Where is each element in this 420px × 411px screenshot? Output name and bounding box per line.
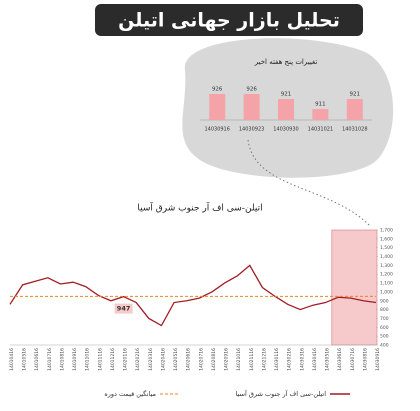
y-tick-label: 1,300: [380, 263, 393, 269]
page-title: تحلیل بازار جهانی اتیلن: [118, 10, 340, 32]
x-tick-label: 14010616: [34, 348, 40, 371]
x-tick-label: 14011016: [85, 348, 91, 371]
bar-chart-title: تغییرات پنج هفته اخیر: [254, 58, 318, 66]
x-tick-label: 14010716: [47, 348, 53, 371]
bar: [209, 94, 226, 120]
y-tick-label: 1,100: [380, 281, 393, 287]
y-tick-label: 700: [380, 316, 389, 322]
x-tick-label: 14030516: [325, 348, 331, 371]
x-tick-label: 14031028: [342, 127, 367, 133]
x-tick-label: 14021216: [261, 348, 267, 371]
x-tick-label: 14010416: [9, 348, 15, 371]
bar-value-label: 926: [246, 87, 257, 93]
x-tick-label: 14030316: [299, 348, 305, 371]
y-tick-label: 1,700: [380, 228, 393, 234]
x-tick-label: 14030816: [362, 348, 368, 371]
highlight-region: [331, 229, 378, 346]
y-tick-label: 1,400: [380, 254, 393, 260]
line-chart-title: اتیلن-سی اف آر جنوب شرق آسیا: [137, 202, 262, 214]
bar: [278, 99, 294, 120]
y-tick-label: 900: [380, 298, 389, 304]
x-tick-label: 14030916: [204, 127, 229, 133]
x-tick-label: 14010516: [22, 348, 28, 371]
x-tick-label: 14020316: [148, 348, 154, 371]
bar: [312, 109, 329, 120]
x-tick-label: 14021016: [236, 348, 242, 371]
legend-label: اتیلن-سی اف آر جنوب شرق آسیا: [236, 389, 327, 398]
x-tick-label: 14031021: [308, 127, 333, 133]
annotation-label: 947: [117, 305, 131, 313]
annotation-box: [114, 303, 133, 314]
x-tick-label: 14020816: [211, 348, 217, 371]
x-tick-label: 14030116: [274, 348, 280, 371]
x-tick-label: 14020216: [135, 348, 141, 371]
x-tick-label: 14030923: [239, 127, 264, 133]
x-tick-label: 14030716: [350, 348, 356, 371]
x-tick-label: 14030416: [312, 348, 318, 371]
x-tick-label: 14020116: [123, 348, 129, 371]
connector: [247, 139, 371, 227]
y-tick-label: 500: [380, 334, 389, 340]
bar-value-label: 921: [350, 92, 361, 98]
y-tick-label: 1,500: [380, 245, 393, 251]
x-tick-label: 14020916: [224, 348, 230, 371]
y-tick-label: 800: [380, 307, 389, 313]
x-tick-label: 14020716: [198, 348, 204, 371]
x-tick-label: 14030930: [273, 127, 298, 133]
x-tick-label: 14010816: [59, 348, 65, 371]
x-tick-label: 14030216: [287, 348, 293, 371]
y-tick-label: 400: [380, 343, 389, 349]
title-banner: [95, 4, 363, 36]
bar-value-label: 911: [315, 102, 326, 108]
x-tick-label: 14021116: [249, 348, 255, 371]
y-tick-label: 600: [380, 325, 389, 331]
x-tick-label: 14030616: [337, 348, 343, 371]
legend-label: میانگین قیمت دوره: [104, 390, 156, 398]
bar: [243, 94, 260, 120]
x-tick-label: 14010916: [72, 348, 78, 371]
price-line: [9, 264, 377, 327]
x-tick-label: 14030916: [375, 348, 381, 371]
y-tick-label: 1,000: [380, 289, 393, 295]
x-tick-label: 14020416: [160, 348, 166, 371]
bar-value-label: 926: [212, 87, 223, 93]
x-tick-label: 14020516: [173, 348, 179, 371]
x-tick-label: 14020616: [186, 348, 192, 371]
bar-value-label: 921: [281, 92, 292, 98]
bar: [346, 99, 363, 120]
y-tick-label: 1,600: [380, 236, 393, 242]
x-tick-label: 14011116: [97, 348, 103, 371]
y-tick-label: 1,200: [380, 272, 393, 278]
x-tick-label: 14011216: [110, 348, 116, 371]
